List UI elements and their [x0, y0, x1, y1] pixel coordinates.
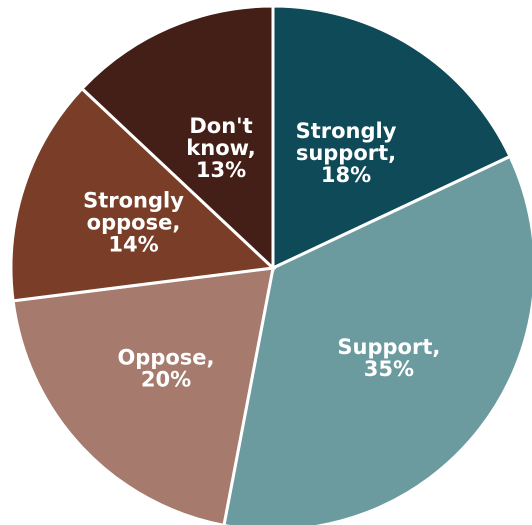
- slice-label-line: 13%: [196, 158, 246, 182]
- slice-label-line: know,: [186, 136, 255, 160]
- slice-label-line: 20%: [141, 367, 191, 391]
- slice-label-line: 14%: [108, 233, 158, 257]
- slice-label-line: 18%: [321, 163, 371, 187]
- slice-label-line: Strongly: [83, 189, 184, 213]
- slice-label-line: Strongly: [296, 119, 397, 143]
- slice-label-line: Support,: [337, 335, 440, 359]
- slice-label-line: Don't: [189, 114, 252, 138]
- slice-label-line: 35%: [364, 357, 414, 381]
- pie-slices: [11, 6, 532, 525]
- slice-label-don-t-know: Don't know, 13%: [186, 114, 255, 182]
- slice-label-line: oppose,: [87, 211, 181, 235]
- slice-label-line: Oppose,: [117, 345, 214, 369]
- slice-label-line: support,: [296, 141, 396, 165]
